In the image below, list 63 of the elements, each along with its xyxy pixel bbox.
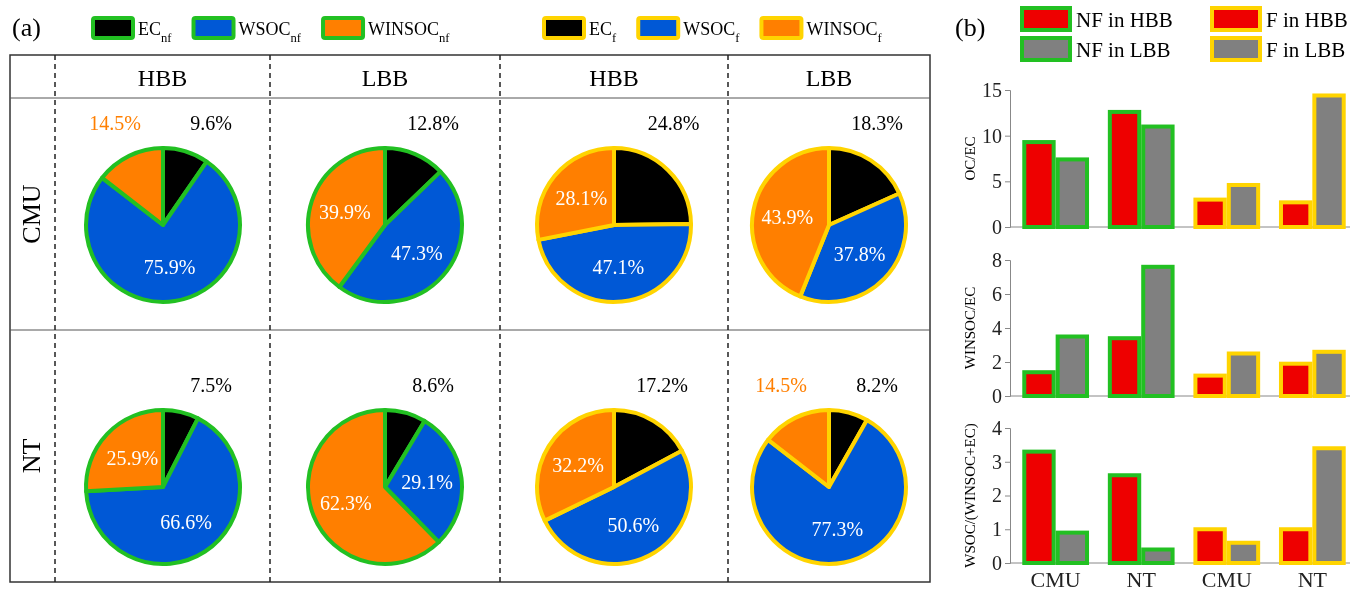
text: LBB <box>805 65 853 91</box>
y-tick-label: 5 <box>992 170 1002 193</box>
text: HBB <box>137 65 188 91</box>
text: HBB <box>589 65 639 91</box>
y-tick-label: 0 <box>992 551 1002 574</box>
y-tick-label: 15 <box>982 78 1002 101</box>
data-label: 43.9% <box>761 205 814 228</box>
legend-label: NF in HBB <box>1076 8 1173 32</box>
y-tick-label: 1 <box>992 518 1002 541</box>
data-label: 28.1% <box>555 187 608 210</box>
data-label: 8.2% <box>856 374 898 396</box>
data-label: 32.2% <box>552 453 604 476</box>
legend-label: EC$_{nf}$ <box>138 19 173 45</box>
text: NT <box>17 438 46 474</box>
y-tick-label: 6 <box>992 282 1002 305</box>
y-tick-label: 4 <box>992 416 1002 439</box>
legend-label: WSOC$_{nf}$ <box>238 19 302 45</box>
y-tick-label: 8 <box>992 248 1002 271</box>
legend-label: WSOC$_{f}$ <box>683 19 741 45</box>
data-label: 17.2% <box>636 374 688 396</box>
x-tick-label: NT <box>1297 566 1328 589</box>
legend-label: WINSOC$_{nf}$ <box>368 19 451 45</box>
data-label: 9.6% <box>190 112 232 134</box>
legend-label: NF in LBB <box>1076 38 1171 62</box>
legend-label: F in LBB <box>1266 38 1346 62</box>
data-label: 50.6% <box>607 513 660 536</box>
data-label: 47.3% <box>391 241 443 264</box>
text: (a) <box>12 13 41 42</box>
data-label: 8.6% <box>412 374 454 396</box>
y-tick-label: 10 <box>982 124 1002 147</box>
y-tick-label: 0 <box>992 215 1002 238</box>
data-label: 62.3% <box>319 491 372 514</box>
data-label: 18.3% <box>851 112 903 134</box>
data-label: 25.9% <box>106 446 159 469</box>
data-label: 47.1% <box>592 256 645 279</box>
text: LBB <box>361 65 409 91</box>
data-label: 24.8% <box>647 112 700 134</box>
y-axis-title: WINSOC/EC <box>962 286 978 370</box>
text: CMU <box>17 184 46 244</box>
chart-title: (b) <box>955 13 986 42</box>
data-label: 66.6% <box>160 511 212 534</box>
data-label: 77.3% <box>811 517 864 540</box>
y-axis-title: OC/EC <box>962 136 978 181</box>
legend-label: WINSOC$_{f}$ <box>806 19 883 45</box>
data-label: 39.9% <box>318 200 371 223</box>
y-tick-label: 2 <box>992 484 1002 507</box>
y-tick-label: 0 <box>992 384 1002 407</box>
data-label: 7.5% <box>190 374 232 396</box>
data-label: 29.1% <box>401 471 453 494</box>
x-tick-label: CMU <box>1030 566 1081 589</box>
legend-label: F in HBB <box>1266 8 1348 32</box>
data-label: 37.8% <box>833 243 886 266</box>
y-tick-label: 3 <box>992 450 1002 473</box>
data-label: 12.8% <box>407 112 459 134</box>
y-tick-label: 4 <box>992 316 1002 339</box>
legend-label: EC$_{f}$ <box>589 19 618 45</box>
data-label: 14.5% <box>755 374 807 396</box>
data-label: 75.9% <box>143 255 196 278</box>
x-tick-label: CMU <box>1201 566 1252 589</box>
y-axis-title: WSOC/(WINSOC+EC) <box>962 423 979 568</box>
y-tick-label: 2 <box>992 350 1002 373</box>
x-tick-label: NT <box>1126 566 1157 589</box>
data-label: 14.5% <box>89 112 141 134</box>
